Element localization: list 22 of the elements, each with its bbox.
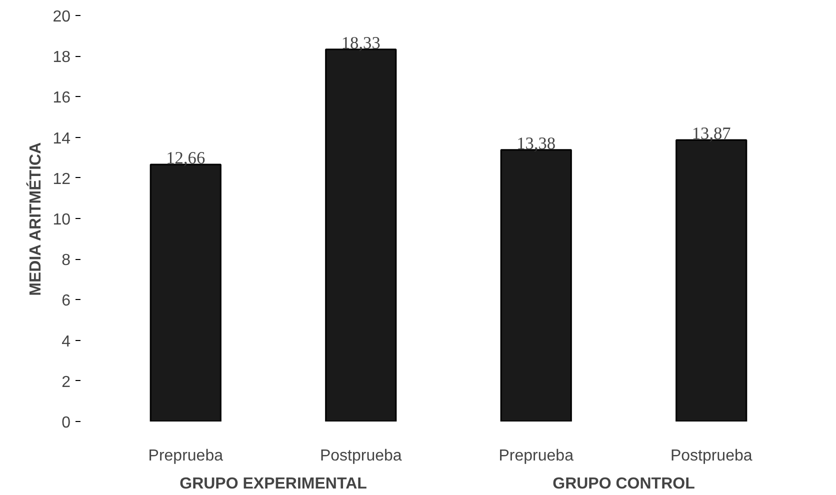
- data-label: 12,66: [166, 148, 206, 168]
- text: GRUPO CONTROL: [552, 476, 696, 492]
- y-axis-title: MEDIA ARITMÉTICA: [26, 142, 45, 296]
- y-tick-label: 6: [62, 292, 71, 310]
- text: GRUPO EXPERIMENTAL: [180, 476, 368, 492]
- y-tick-label: 18: [52, 49, 71, 66]
- y-tick-label: 10: [52, 212, 71, 228]
- data-label: 18,33: [341, 33, 380, 52]
- x-tick-label: Postprueba: [320, 448, 402, 464]
- y-tick-label: 16: [52, 90, 71, 107]
- x-tick-label: Postprueba: [670, 448, 752, 464]
- x-tick-label: Preprueba: [148, 448, 224, 464]
- y-tick-label: 14: [52, 130, 71, 148]
- y-tick-label: 0: [62, 414, 71, 432]
- x-tick-label: Preprueba: [498, 448, 574, 464]
- y-tick-label: 8: [62, 252, 71, 270]
- y-tick-label: 2: [62, 374, 71, 391]
- y-tick-label: 20: [52, 8, 71, 26]
- y-tick-label: 4: [62, 333, 71, 350]
- y-tick-label: 12: [52, 170, 71, 188]
- data-label: 13,87: [692, 124, 732, 143]
- data-label: 13,38: [516, 134, 556, 153]
